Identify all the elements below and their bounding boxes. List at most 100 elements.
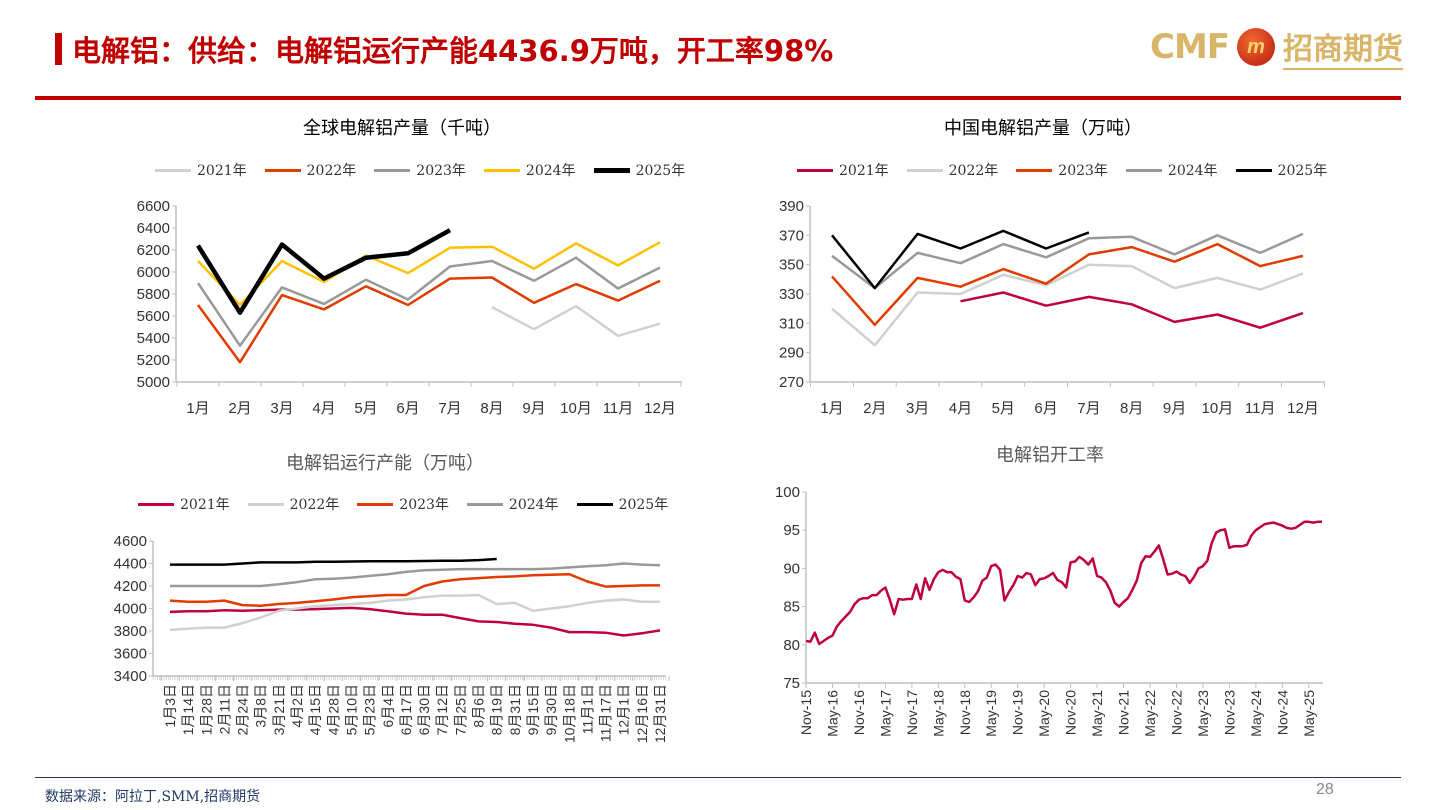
legend-swatch [906, 168, 943, 172]
x-tick-label: May-21 [1089, 690, 1105, 737]
x-tick-label: 6月 [396, 400, 419, 417]
x-tick-label: 12月31日 [652, 684, 668, 743]
legend-item: 2021年 [138, 494, 230, 514]
x-tick-label: 3月 [270, 400, 293, 417]
chart-title-global: 全球电解铝产量（千吨） [303, 118, 501, 139]
legend-swatch [797, 168, 833, 172]
x-tick-label: May-24 [1248, 690, 1264, 737]
legend-item: 2024年 [1125, 160, 1218, 180]
x-tick-label: May-16 [824, 690, 840, 737]
x-tick-label: 4月15日 [307, 684, 323, 735]
series-line-2023年 [196, 256, 661, 347]
legend-label: 2025年 [618, 497, 669, 513]
series-line-2021年 [960, 291, 1304, 329]
y-tick-label: 4000 [114, 601, 147, 618]
legend-label: 2021年 [839, 163, 889, 179]
series-line-2025年 [196, 228, 452, 315]
legend-swatch [1016, 168, 1053, 172]
x-tick-label: 7月 [438, 400, 461, 417]
x-tick-label: 3月8日 [253, 684, 269, 728]
x-tick-label: 8月6日 [471, 684, 487, 728]
y-tick-label: 75 [783, 675, 800, 692]
series-line-2024年 [170, 562, 661, 588]
x-tick-label: 9月30日 [543, 684, 559, 735]
x-tick-label: 8月 [1120, 400, 1143, 417]
series-line-2021年 [169, 606, 661, 637]
legend-label: 2021年 [180, 497, 230, 513]
page-title: 电解铝：供给：电解铝运行产能4436.9万吨，开工率98% [72, 34, 834, 68]
y-tick-label: 4600 [114, 533, 147, 550]
series-line-2022年 [196, 276, 661, 364]
x-tick-label: Nov-18 [957, 690, 973, 735]
legend-swatch [576, 502, 613, 506]
y-tick-label: 5400 [137, 330, 170, 347]
footer-divider [35, 777, 1401, 778]
y-tick-label: 290 [779, 345, 804, 362]
legend-swatch [374, 168, 411, 172]
x-tick-label: 9月 [522, 400, 545, 417]
legend-item: 2023年 [1016, 160, 1108, 180]
legend-swatch [466, 502, 503, 506]
x-tick-label: 5月 [354, 400, 377, 417]
legend-swatch [1235, 168, 1272, 172]
y-tick-label: 100 [775, 484, 800, 501]
x-tick-label: 8月31日 [507, 684, 523, 735]
y-tick-label: 390 [779, 198, 804, 215]
legend-label: 2021年 [197, 163, 247, 179]
x-tick-label: 1月 [820, 400, 843, 417]
company-logo: CMF m 招商期货 [1150, 24, 1404, 70]
x-tick-label: Nov-15 [798, 690, 814, 735]
y-tick-label: 330 [779, 286, 804, 303]
x-tick-label: Nov-19 [1010, 690, 1026, 735]
legend-item: 2024年 [483, 160, 576, 180]
x-tick-label: 9月 [1163, 400, 1186, 417]
legend-label: 2024年 [508, 497, 559, 513]
x-tick-label: 6月17日 [398, 684, 414, 735]
y-tick-label: 6400 [137, 220, 170, 237]
legend-china: 2021年 2022年 2023年 2024年 2025年 [797, 160, 1327, 180]
legend-global: 2021年 2022年 2023年 2024年 2025年 [155, 160, 685, 180]
legend-swatch [264, 168, 301, 172]
x-tick-label: 6月30日 [416, 684, 432, 735]
x-tick-label: 6月 [1034, 400, 1057, 417]
x-tick-label: May-25 [1301, 690, 1317, 737]
legend-item: 2022年 [247, 494, 339, 514]
legend-swatch [357, 502, 394, 506]
y-tick-label: 6200 [137, 242, 170, 259]
x-tick-label: May-18 [930, 690, 946, 737]
x-tick-label: May-17 [877, 690, 893, 737]
x-tick-label: 1月28日 [198, 684, 214, 735]
y-tick-label: 5000 [137, 374, 170, 391]
series-line-2023年 [169, 572, 660, 607]
y-tick-label: 5600 [137, 308, 170, 325]
legend-item: 2021年 [797, 160, 889, 180]
legend-item: 2023年 [374, 160, 466, 180]
x-tick-label: 12月1日 [616, 684, 632, 735]
y-tick-label: 370 [779, 227, 804, 244]
legend-item: 2024年 [466, 494, 559, 514]
x-tick-label: Nov-21 [1116, 690, 1132, 735]
data-source: 数据来源：阿拉丁,SMM,招商期货 [45, 789, 261, 805]
y-tick-label: 4400 [114, 556, 147, 573]
y-tick-label: 270 [779, 374, 804, 391]
x-tick-label: 5月23日 [362, 684, 378, 735]
x-tick-label: 6月4日 [380, 684, 396, 728]
legend-item: 2025年 [1235, 160, 1327, 180]
series-line-2021年 [491, 304, 661, 338]
x-tick-label: 7月12日 [434, 684, 450, 735]
x-tick-label: 10月 [560, 400, 592, 417]
y-tick-label: 4200 [114, 578, 147, 595]
series-line-2025年 [831, 229, 1090, 290]
header-divider [35, 96, 1401, 100]
legend-capacity: 2021年 2022年 2023年 2024年 2025年 [138, 494, 668, 514]
x-tick-label: 3月 [906, 400, 929, 417]
legend-label: 2024年 [1167, 163, 1218, 179]
logo-badge-icon: m [1237, 28, 1276, 66]
legend-swatch [155, 168, 191, 172]
x-tick-label: 1月14日 [180, 684, 196, 735]
x-tick-label: 10月 [1202, 400, 1234, 417]
chart-title-utilization: 电解铝开工率 [996, 445, 1104, 466]
x-tick-label: 8月19日 [489, 684, 505, 735]
x-tick-label: 2月 [863, 400, 886, 417]
